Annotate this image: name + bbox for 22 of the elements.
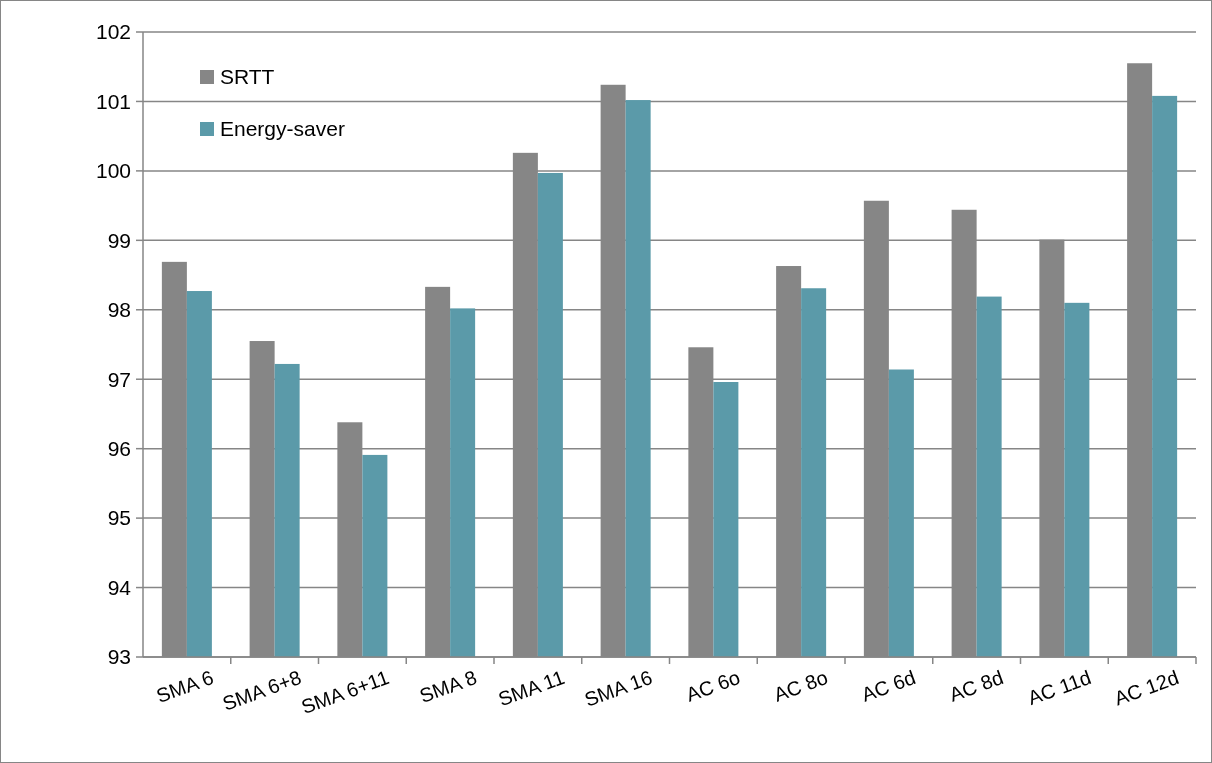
y-tick-label: 94: [107, 575, 132, 599]
y-tick-label: 93: [107, 645, 131, 669]
x-tick-label: AC 6o: [682, 666, 743, 706]
x-tick-label: AC 8d: [946, 666, 1006, 706]
legend-label: Energy-saver: [220, 117, 345, 141]
x-tick-label: SMA 16: [581, 666, 655, 711]
x-tick-label: AC 6d: [858, 666, 919, 706]
y-tick-label: 96: [107, 437, 131, 461]
y-tick-label: 98: [107, 298, 131, 322]
x-tick-label: SMA 11: [495, 666, 568, 711]
y-tick-label: 95: [107, 506, 131, 530]
x-tick-label: SMA 8: [416, 666, 480, 707]
y-tick-label: 99: [107, 228, 131, 252]
x-tick-label: SMA 6: [153, 666, 217, 707]
x-tick-label: AC 12d: [1111, 666, 1182, 710]
y-tick-label: 102: [95, 20, 131, 44]
y-tick-label: 100: [95, 159, 131, 183]
x-tick-label: AC 11d: [1024, 666, 1094, 710]
x-tick-label: AC 8o: [770, 666, 831, 706]
y-tick-label: 101: [95, 89, 131, 113]
y-tick-label: 97: [107, 367, 131, 391]
legend-label: SRTT: [220, 65, 275, 89]
